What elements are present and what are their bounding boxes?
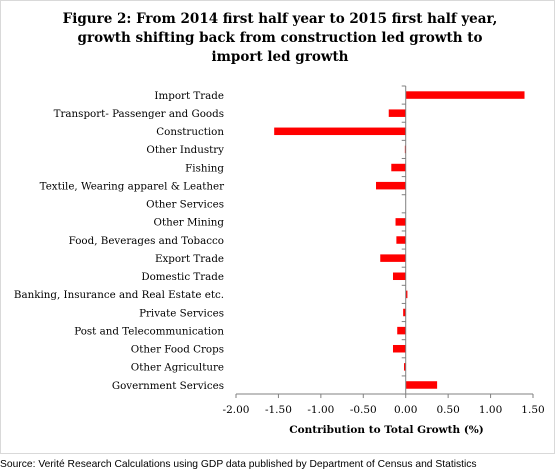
- category-label: Food, Beverages and Tobacco: [69, 235, 224, 247]
- chart-title-line: import led growth: [211, 49, 349, 65]
- category-label: Private Services: [139, 307, 224, 319]
- x-tick-label: -2.00: [223, 404, 250, 416]
- category-label: Fishing: [185, 162, 224, 174]
- category-label: Other Industry: [146, 144, 224, 156]
- bars: [274, 91, 525, 389]
- x-tick-label: 1.50: [521, 404, 544, 416]
- bar: [396, 236, 406, 244]
- bar-chart: Import Trade Transport- Passenger and Goo…: [14, 85, 545, 436]
- bar: [274, 127, 406, 136]
- x-tick-label: -1.00: [307, 404, 334, 416]
- category-label: Post and Telecommunication: [74, 325, 224, 337]
- x-tick-label: -0.50: [350, 404, 377, 416]
- bar: [392, 272, 406, 281]
- source-note: Source: Verité Research Calculations usi…: [0, 459, 477, 470]
- category-label: Transport- Passenger and Goods: [54, 108, 224, 120]
- category-label: Government Services: [112, 380, 224, 392]
- chart-title: Figure 2: From 2014 first half year to 2…: [40, 10, 520, 67]
- bar: [404, 363, 406, 371]
- chart-title-line: Figure 2: From 2014 first half year to 2…: [62, 11, 498, 27]
- category-label: Banking, Insurance and Real Estate etc.: [14, 289, 224, 301]
- bar: [405, 381, 438, 389]
- x-tick-labels: -2.00 -1.50 -1.00 -0.50 0.00 0.50 1.00 1.50: [223, 404, 545, 416]
- x-tick-label: 0.50: [436, 404, 459, 416]
- axes: [235, 85, 534, 399]
- x-tick-label: 1.00: [479, 404, 502, 416]
- x-tick-label: -1.50: [265, 404, 292, 416]
- bar: [397, 326, 406, 335]
- category-label: Other Services: [146, 199, 224, 211]
- chart-frame: [0, 0, 555, 454]
- category-label: Import Trade: [154, 90, 224, 102]
- bar: [395, 218, 406, 226]
- bar: [388, 109, 406, 117]
- x-tick-label: 0.00: [394, 404, 417, 416]
- bar: [392, 344, 406, 353]
- bar: [405, 91, 525, 99]
- chart-title-line: growth shifting back from construction l…: [77, 30, 483, 46]
- category-label: Other Food Crops: [131, 344, 224, 356]
- x-axis-title: Contribution to Total Growth (%): [289, 424, 484, 436]
- category-label: Domestic Trade: [141, 271, 224, 283]
- bar: [405, 290, 408, 299]
- category-labels: Import Trade Transport- Passenger and Goo…: [14, 90, 225, 392]
- category-label: Export Trade: [155, 253, 224, 265]
- bar: [376, 181, 406, 190]
- bar: [403, 308, 406, 317]
- category-label: Other Agriculture: [131, 362, 224, 374]
- category-label: Other Mining: [154, 217, 225, 229]
- bar: [391, 163, 406, 172]
- category-label: Construction: [156, 126, 224, 138]
- bar: [380, 254, 406, 262]
- category-label: Textile, Wearing apparel & Leather: [40, 180, 224, 192]
